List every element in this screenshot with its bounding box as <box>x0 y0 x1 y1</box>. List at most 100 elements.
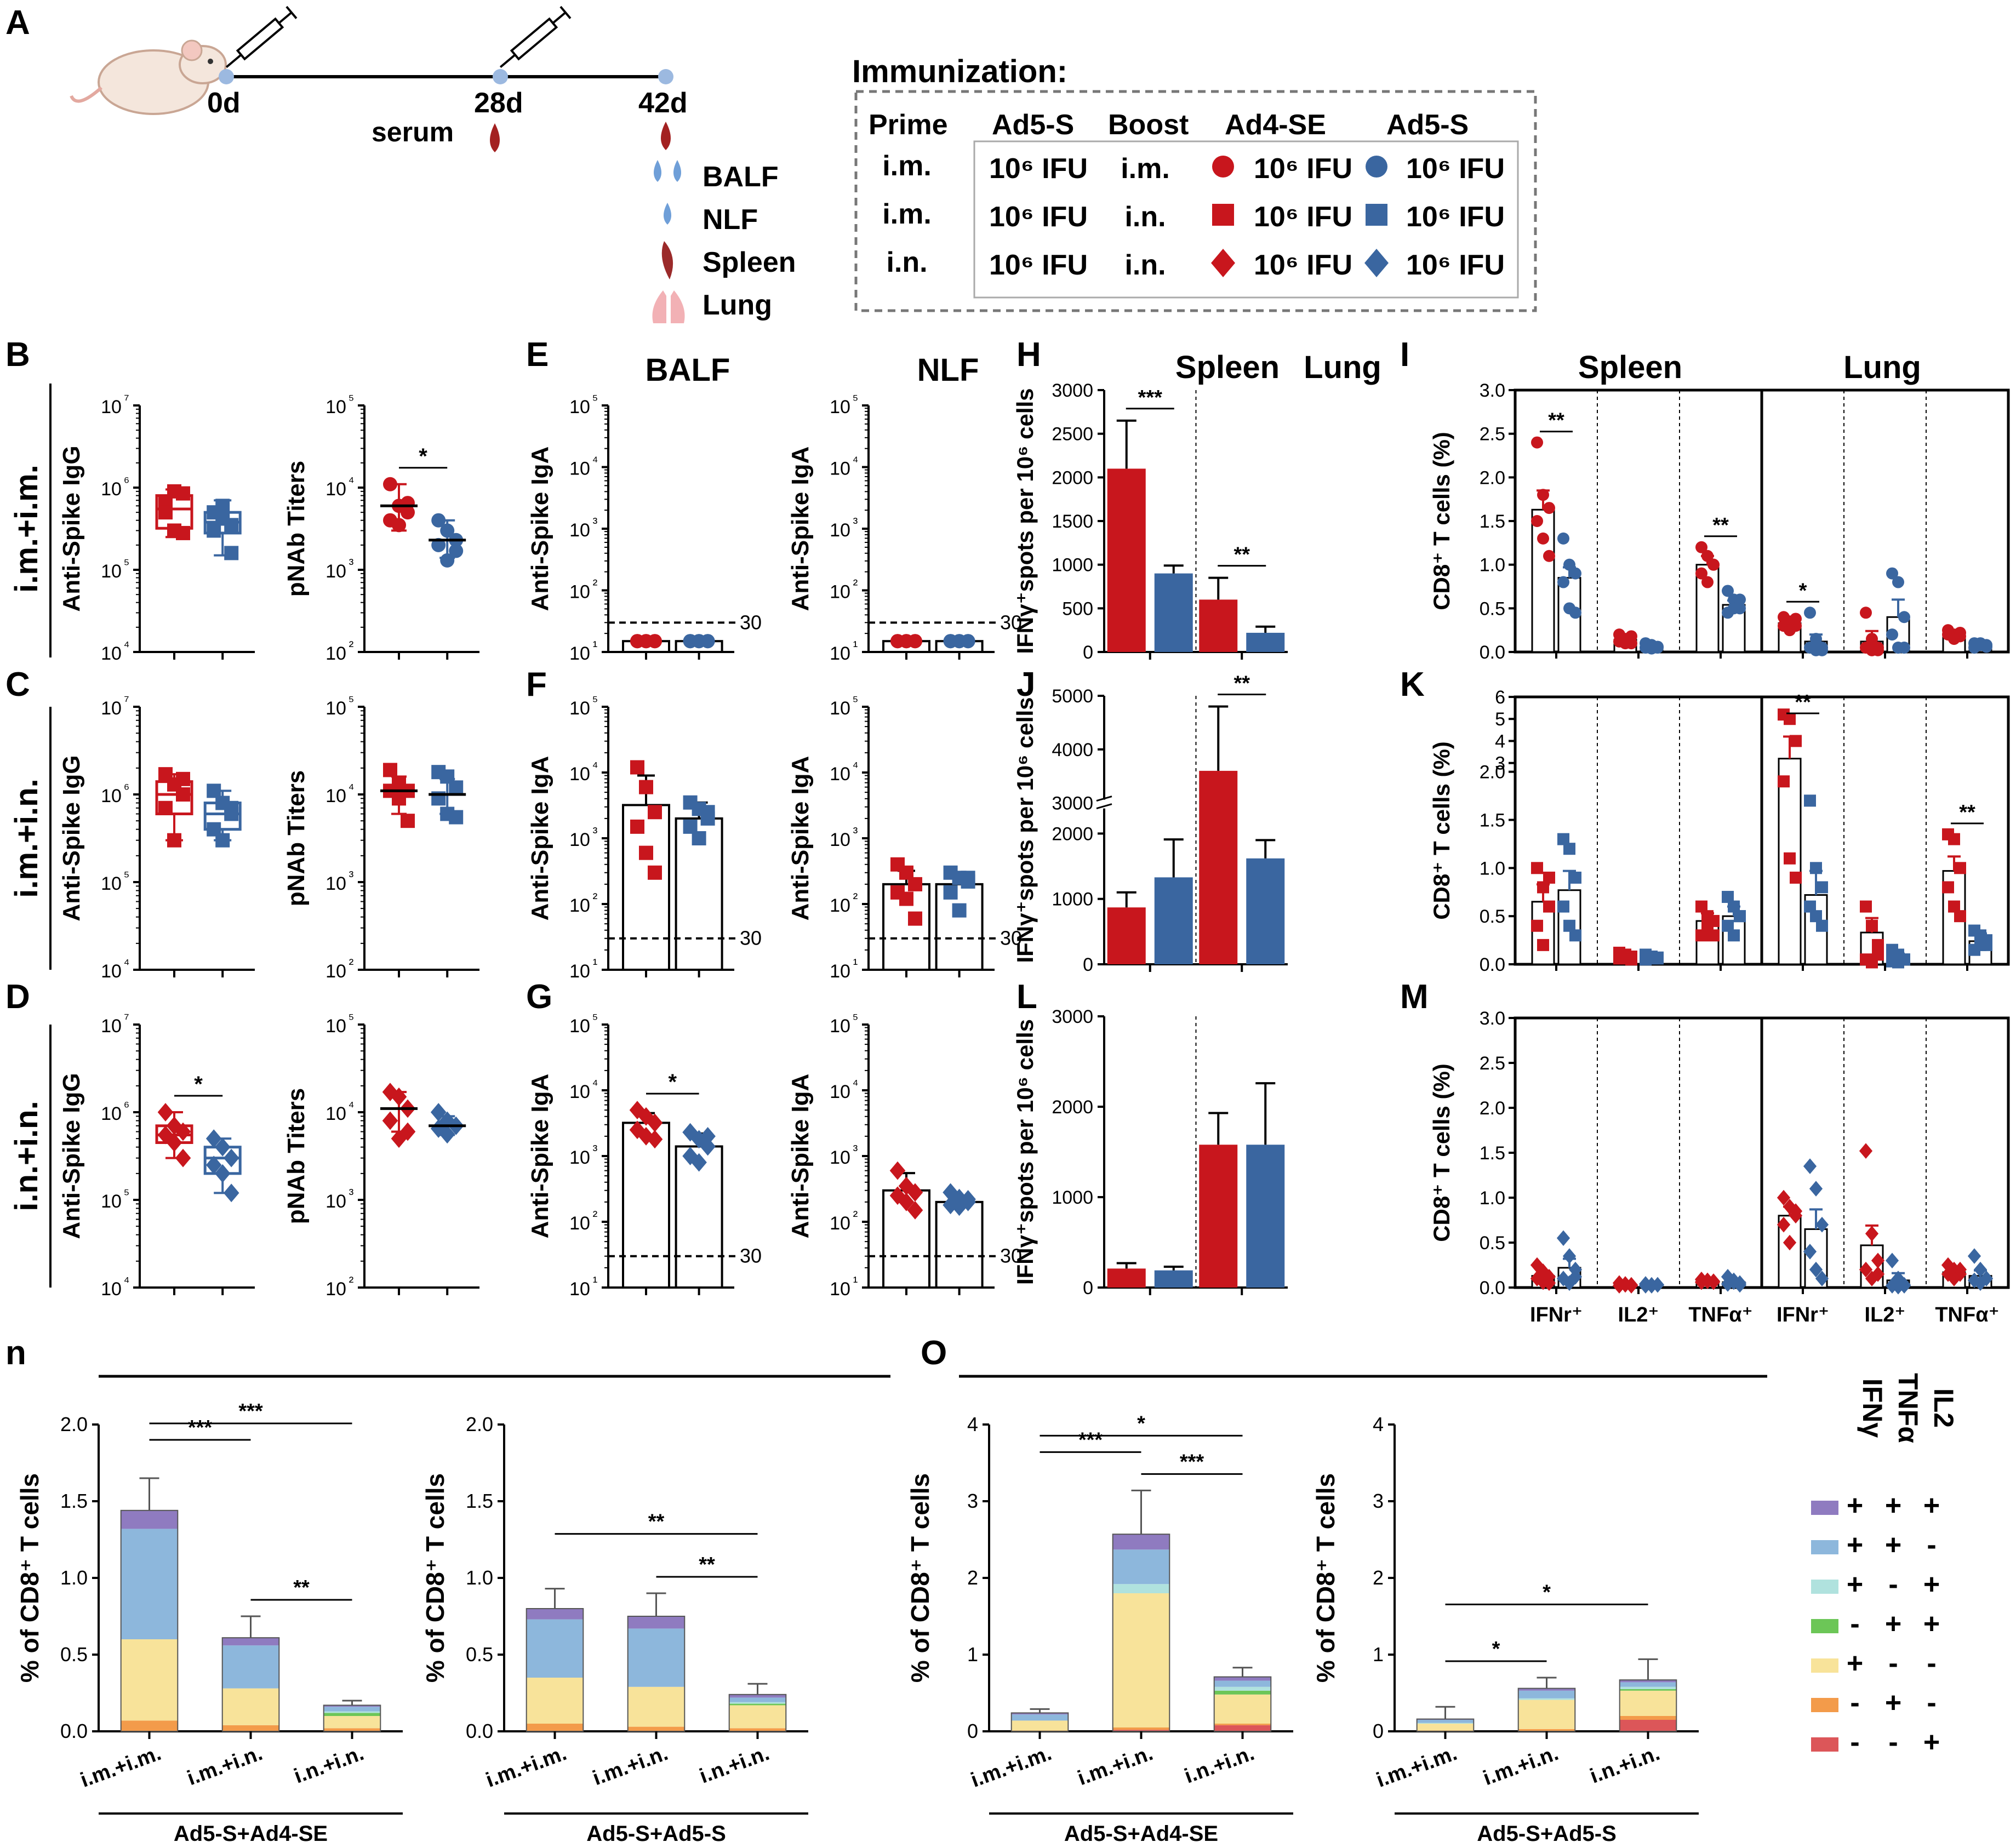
data-point <box>215 833 230 848</box>
data-point <box>1624 1278 1638 1294</box>
x-tick-label: i.m.+i.n. <box>1075 1742 1156 1790</box>
y-tick-label: 1.5 <box>466 1490 493 1512</box>
data-point <box>1569 607 1581 619</box>
y-tick-label: ⁵ <box>124 1186 130 1202</box>
data-point <box>951 1197 967 1216</box>
y-tick-label: 2000 <box>1052 1097 1093 1118</box>
y-tick-label: 2.5 <box>1480 424 1505 445</box>
y-tick-label: 10 <box>569 1213 590 1234</box>
data-point <box>1941 1266 1955 1282</box>
data-point <box>1542 1275 1556 1291</box>
y-tick-label: 3.0 <box>1480 1008 1505 1029</box>
data-point <box>1954 626 1966 639</box>
y-tick-label: 1500 <box>1052 511 1093 532</box>
y-tick-label: ⁴ <box>852 453 858 470</box>
chart-panel-l: 0 1000 2000 3000 IFNγ⁺spots per 10⁶ cells <box>1012 1006 1288 1298</box>
data-point <box>943 1195 958 1215</box>
y-tick-label: 0 <box>1083 1278 1093 1298</box>
y-tick-label: 0.5 <box>1480 906 1505 927</box>
y-axis-label: Anti-Spike IgA <box>787 756 814 921</box>
y-tick-label: ⁵ <box>349 693 355 709</box>
data-point <box>401 814 415 828</box>
timeline-dot-28d <box>493 69 508 84</box>
stack-segment <box>1112 1549 1170 1584</box>
y-tick-label: 500 <box>1062 598 1093 619</box>
data-point <box>430 1103 447 1122</box>
data-point <box>1860 607 1872 619</box>
stack-segment <box>323 1705 381 1707</box>
x-tick-label: i.m.+i.n. <box>590 1742 671 1790</box>
y-tick-label: 10 <box>569 1147 590 1168</box>
stack-segment <box>627 1616 685 1629</box>
y-tick-label: 2 <box>967 1566 978 1589</box>
data-point <box>960 1190 976 1209</box>
chart-panel-o: 0 1 2 3 4 % of CD8⁺ T cells i.m.+i.m. i.m.+i.n.… <box>1311 1413 1699 1842</box>
y-tick-label: ⁵ <box>124 556 130 572</box>
legend-sign: - <box>1927 1647 1936 1679</box>
stack-segment <box>1112 1727 1170 1730</box>
y-tick-label: 10 <box>830 1147 850 1168</box>
data-point <box>166 1133 182 1152</box>
significance-label: ** <box>1548 409 1564 432</box>
y-tick-label: ² <box>593 576 598 593</box>
legend-swatch <box>1811 1619 1838 1633</box>
sample-label: NLF <box>703 204 758 236</box>
day-label: 28d <box>474 87 523 119</box>
y-axis-label: pNAb Titers <box>283 770 310 907</box>
data-point <box>1784 852 1796 865</box>
x-tick-label: IFNr⁺ <box>1777 1303 1829 1326</box>
y-tick-label: 10 <box>569 397 590 417</box>
y-tick-label: 10 <box>325 698 346 719</box>
stack-segment <box>1011 1713 1069 1715</box>
y-axis-label: % of CD8⁺ T cells <box>906 1473 934 1683</box>
data-point <box>1897 1278 1911 1294</box>
stack-segment <box>526 1609 584 1620</box>
stack-segment <box>1518 1688 1575 1691</box>
data-point <box>1790 871 1802 884</box>
y-tick-label: ⁴ <box>592 453 598 470</box>
x-tick-label: i.n.+i.n. <box>1181 1742 1257 1788</box>
y-tick-label: 10 <box>101 1279 122 1300</box>
stack-segment <box>1214 1686 1271 1691</box>
significance-label: *** <box>1180 1450 1204 1473</box>
x-tick-label: i.m.+i.m. <box>968 1742 1054 1792</box>
stack-segment <box>1619 1682 1677 1687</box>
y-tick-label: 10 <box>101 643 122 664</box>
x-tick-label: i.n.+i.n. <box>1587 1742 1663 1788</box>
stack-segment <box>323 1716 381 1729</box>
y-tick-label: 1.0 <box>1480 858 1505 879</box>
data-point <box>1531 919 1543 932</box>
y-axis-label: IFNγ⁺spots per 10⁶ cells <box>1012 1019 1038 1285</box>
data-point <box>1973 1261 1988 1278</box>
data-point <box>1885 1252 1899 1269</box>
y-tick-label: ⁷ <box>124 391 129 408</box>
x-axis-label: Ad5-S+Ad4-SE <box>1064 1822 1218 1842</box>
y-tick-label: 2 <box>1373 1566 1384 1589</box>
row-label: i.n.+i.n. <box>9 1101 44 1211</box>
data-point <box>1810 910 1822 923</box>
y-tick-label: 10 <box>325 1191 346 1212</box>
data-point <box>1898 642 1910 654</box>
y-tick-label: ² <box>349 638 354 654</box>
chart-panel-h: 0 500 1000 1500 2000 2500 3000 IFNγ⁺spots per 1… <box>1012 380 1288 663</box>
data-point <box>1543 900 1555 913</box>
y-tick-label: 10 <box>101 873 122 894</box>
data-point <box>224 800 239 815</box>
data-point <box>1784 624 1796 637</box>
blood-drop-icon <box>490 123 500 152</box>
x-tick-label: i.m.+i.m. <box>1373 1742 1460 1792</box>
data-point <box>1625 630 1637 643</box>
data-point <box>1815 1216 1829 1233</box>
x-tick-label: IL2⁺ <box>1865 1303 1906 1326</box>
data-point <box>401 496 415 511</box>
stack-segment <box>627 1686 685 1727</box>
data-point <box>1886 567 1898 580</box>
data-point <box>1783 1199 1797 1215</box>
y-tick-label: 0.0 <box>466 1720 493 1742</box>
axis-break <box>1096 796 1112 802</box>
panel-label-n: n <box>5 1334 26 1372</box>
y-tick-label: ⁶ <box>124 473 130 490</box>
data-point <box>630 819 644 834</box>
y-tick-label: ⁴ <box>852 758 858 775</box>
